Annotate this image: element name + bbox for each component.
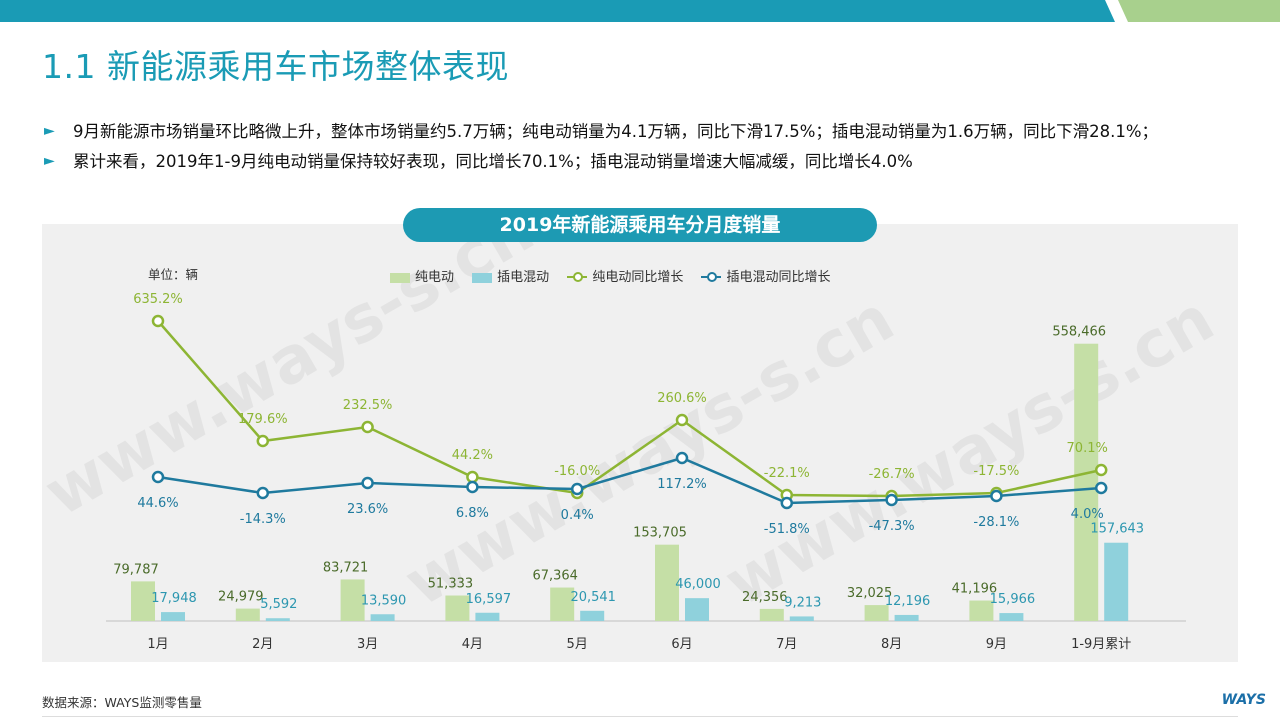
chart-title: 2019年新能源乘用车分月度销量 bbox=[403, 208, 877, 242]
legend-swatch-bev bbox=[390, 272, 410, 283]
bullet-item: ► 9月新能源市场销量环比略微上升，整体市场销量约5.7万辆；纯电动销量为4.1… bbox=[44, 118, 1244, 145]
bullet-arrow-icon: ► bbox=[44, 153, 55, 169]
bullet-text: 9月新能源市场销量环比略微上升，整体市场销量约5.7万辆；纯电动销量为4.1万辆… bbox=[73, 122, 1159, 141]
legend-label: 插电混动 bbox=[497, 270, 550, 285]
chart-legend: 纯电动 插电混动 纯电动同比增长 插电混动同比增长 bbox=[390, 266, 844, 285]
legend-swatch-phev bbox=[472, 272, 493, 283]
legend-label: 纯电动同比增长 bbox=[592, 270, 684, 285]
legend-item-bev: 纯电动 bbox=[390, 266, 454, 285]
summary-bullets: ► 9月新能源市场销量环比略微上升，整体市场销量约5.7万辆；纯电动销量为4.1… bbox=[44, 118, 1244, 178]
legend-item-phev: 插电混动 bbox=[472, 266, 549, 285]
source-note: 数据来源：WAYS监测零售量 bbox=[42, 695, 202, 710]
bullet-arrow-icon: ► bbox=[44, 123, 55, 139]
legend-label: 插电混动同比增长 bbox=[726, 270, 831, 285]
footer-divider bbox=[42, 716, 1238, 717]
legend-item-phev-growth: 插电混动同比增长 bbox=[701, 266, 830, 285]
legend-swatch-bev-growth bbox=[567, 271, 588, 282]
legend-item-bev-growth: 纯电动同比增长 bbox=[567, 266, 683, 285]
unit-label: 单位：辆 bbox=[148, 267, 199, 282]
page-title: 1.1 新能源乘用车市场整体表现 bbox=[42, 47, 509, 86]
legend-swatch-phev-growth bbox=[701, 271, 722, 282]
legend-label: 纯电动 bbox=[415, 270, 455, 285]
top-banner bbox=[0, 0, 1280, 22]
bullet-item: ► 累计来看，2019年1-9月纯电动销量保持较好表现，同比增长70.1%；插电… bbox=[44, 148, 1244, 175]
bullet-text: 累计来看，2019年1-9月纯电动销量保持较好表现，同比增长70.1%；插电混动… bbox=[73, 152, 913, 171]
ways-logo: WAYS bbox=[1221, 692, 1266, 708]
chart-panel bbox=[42, 224, 1238, 662]
